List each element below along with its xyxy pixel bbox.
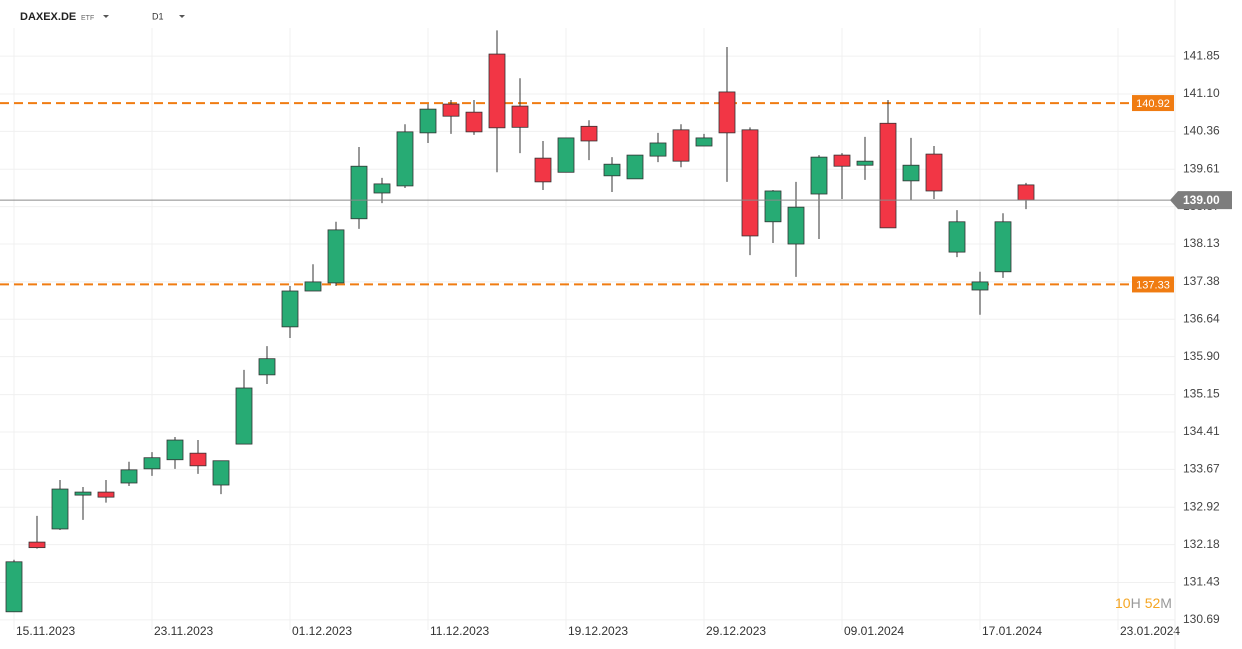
- candle-body-up: [373, 183, 391, 194]
- x-tick-label: 01.12.2023: [292, 624, 352, 638]
- candle-body-up: [787, 206, 805, 245]
- y-tick-label: 134.41: [1183, 424, 1220, 438]
- candle-body-up: [902, 164, 920, 182]
- y-tick-label: 139.61: [1183, 161, 1220, 175]
- candle-body-down: [1017, 184, 1035, 201]
- candle-body-up: [396, 131, 414, 187]
- countdown-hours-unit: H: [1131, 595, 1141, 611]
- candle-body-up: [649, 142, 667, 157]
- candle-body-up: [143, 457, 161, 470]
- x-tick-label: 15.11.2023: [16, 624, 75, 638]
- candle-body-up: [557, 137, 575, 173]
- timeframe-dropdown[interactable]: [179, 15, 185, 18]
- x-tick-label: 17.01.2024: [982, 624, 1042, 638]
- candle-body-up: [166, 439, 184, 461]
- y-tick-label: 140.36: [1183, 124, 1220, 138]
- symbol-dropdown[interactable]: [103, 15, 109, 18]
- candle-body-down: [189, 452, 207, 467]
- candle-body-up: [626, 154, 644, 180]
- candle-body-up: [5, 561, 23, 613]
- candle-body-up: [350, 165, 368, 220]
- y-tick-label: 132.92: [1183, 499, 1220, 513]
- last-price-box: [1170, 191, 1232, 210]
- candle-body-down: [580, 125, 598, 142]
- y-tick-label: 131.43: [1183, 575, 1220, 589]
- candle-body-up: [281, 290, 299, 328]
- candle-body-down: [718, 91, 736, 134]
- x-tick-label: 23.11.2023: [154, 624, 213, 638]
- candle-body-down: [488, 53, 506, 129]
- level-label: 140.92: [1136, 98, 1170, 110]
- countdown: 10H 52M: [1115, 595, 1172, 611]
- level-label-box: [1132, 95, 1174, 112]
- timeframe[interactable]: D1: [152, 11, 164, 21]
- candle-body-up: [810, 156, 828, 195]
- countdown-minutes: 52: [1145, 595, 1161, 611]
- candle-body-down: [465, 111, 483, 133]
- candle-body-up: [856, 160, 874, 166]
- last-price-label: 139.00: [1183, 193, 1220, 207]
- candle-body-down: [879, 122, 897, 229]
- x-tick-label: 11.12.2023: [430, 624, 489, 638]
- x-tick-label: 29.12.2023: [706, 624, 766, 638]
- x-tick-label: 23.01.2024: [1120, 624, 1180, 638]
- candle-body-down: [97, 491, 115, 498]
- x-tick-label: 09.01.2024: [844, 624, 904, 638]
- candle-body-up: [971, 281, 989, 291]
- candle-body-up: [258, 358, 276, 376]
- countdown-minutes-unit: M: [1160, 595, 1172, 611]
- candle-body-down: [925, 153, 943, 192]
- y-tick-label: 130.69: [1183, 612, 1220, 626]
- candle-body-down: [442, 103, 460, 117]
- candle-body-up: [304, 281, 322, 292]
- candle-body-up: [212, 460, 230, 486]
- y-tick-label: 137.38: [1183, 274, 1220, 288]
- candle-body-down: [672, 129, 690, 162]
- candle-body-down: [833, 154, 851, 167]
- y-tick-label: 136.64: [1183, 311, 1220, 325]
- candle-body-up: [419, 108, 437, 134]
- candle-body-up: [695, 137, 713, 147]
- y-tick-label: 141.85: [1183, 48, 1220, 62]
- symbol[interactable]: DAXEX.DE: [20, 11, 76, 23]
- candle-body-up: [235, 387, 253, 445]
- candle-body-up: [120, 469, 138, 484]
- level-label-box: [1132, 276, 1174, 293]
- symbol-type: ETF: [81, 15, 94, 22]
- candle-body-up: [994, 221, 1012, 273]
- x-tick-label: 19.12.2023: [568, 624, 628, 638]
- y-tick-label: 135.90: [1183, 349, 1220, 363]
- candle-body-up: [51, 488, 69, 530]
- countdown-hours: 10: [1115, 595, 1131, 611]
- candle-body-up: [603, 163, 621, 177]
- level-label: 137.33: [1136, 279, 1170, 291]
- y-tick-label: 133.67: [1183, 462, 1220, 476]
- candle-body-down: [741, 129, 759, 237]
- candle-body-up: [948, 221, 966, 253]
- candle-body-down: [534, 157, 552, 183]
- y-tick-label: 135.15: [1183, 387, 1220, 401]
- y-tick-label: 138.13: [1183, 236, 1220, 250]
- y-tick-label: 141.10: [1183, 86, 1220, 100]
- y-tick-label: 132.18: [1183, 537, 1220, 551]
- candle-body-up: [327, 229, 345, 284]
- candle-body-up: [764, 190, 782, 223]
- candle-body-up: [74, 491, 92, 496]
- candle-body-down: [511, 105, 529, 128]
- candle-body-down: [28, 541, 46, 549]
